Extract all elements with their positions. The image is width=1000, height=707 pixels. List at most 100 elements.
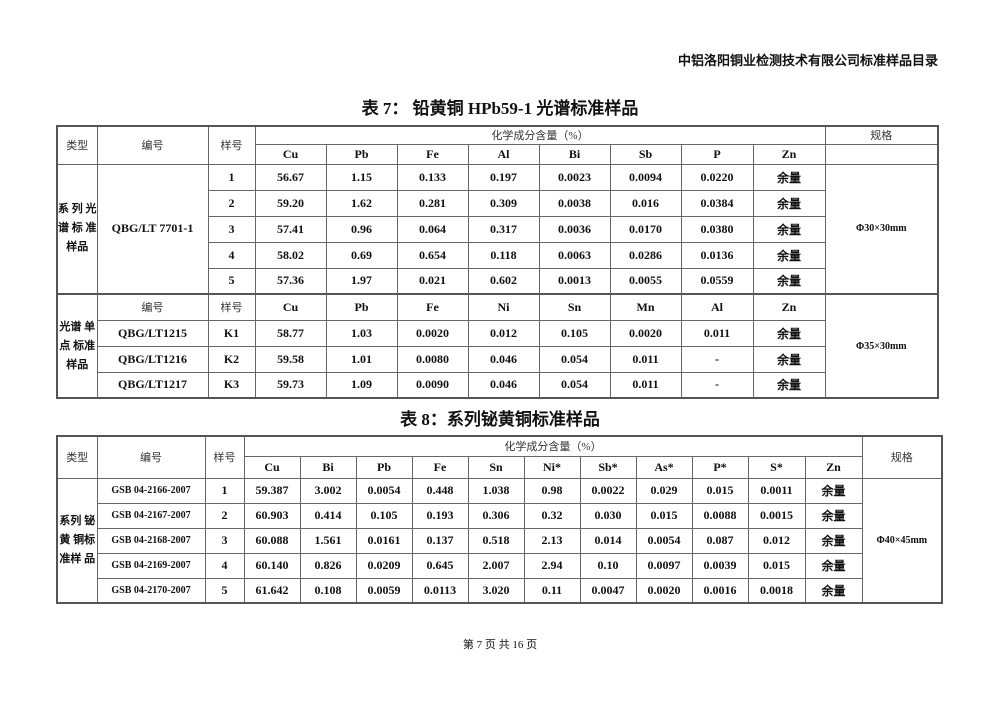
value-cell: 0.0020 [635,577,693,604]
value-cell: 余量 [804,577,863,604]
value-cell: 0.518 [467,527,525,554]
value-cell: 60.903 [243,502,301,529]
value-cell: 余量 [752,241,826,269]
element-header: As* [635,455,693,479]
value-cell: 56.67 [254,163,327,191]
value-cell: 余量 [752,345,826,373]
value-cell: 60.140 [243,552,301,579]
value-cell: 0.021 [396,267,469,295]
table8-title: 表 8：系列铋黄铜标准样品 [400,410,600,429]
value-cell: 0.0063 [538,241,611,269]
table-row: QBG/LT1217 K3 59.73 1.09 0.0090 0.046 0.054 0.0… [57,371,938,399]
value-cell: 0.0113 [411,577,469,604]
table-row: GSB 04-2168-2007 3 60.088 1.561 0.0161 0.137 0… [57,527,942,554]
value-cell: 3.002 [299,477,357,504]
sample-cell: 2 [204,502,245,529]
table-row: QBG/LT1215 K1 58.77 1.03 0.0020 0.012 0.105 0.0… [57,319,938,347]
sample-cell: 4 [204,552,245,579]
value-cell: 0.96 [325,215,398,243]
value-cell: 余量 [804,502,863,529]
value-cell: 0.054 [538,345,611,373]
value-cell: 0.197 [467,163,540,191]
value-cell: 0.602 [467,267,540,295]
value-cell: 0.645 [411,552,469,579]
value-cell: 0.281 [396,189,469,217]
value-cell: 0.015 [747,552,806,579]
sample-cell: K1 [207,319,256,347]
type-cell: 系列 铋黄 铜标 准样 品 [56,477,98,604]
value-cell: 0.0380 [680,215,754,243]
value-cell: 0.0054 [635,527,693,554]
code-cell: QBG/LT 7701-1 [96,163,209,295]
value-cell: 0.826 [299,552,357,579]
value-cell: 0.0286 [609,241,682,269]
col-header-code: 编号 [96,435,206,479]
col-header-sample: 样号 [207,125,256,165]
element-header: Cu [254,293,327,321]
value-cell: 0.0013 [538,267,611,295]
value-cell: 57.41 [254,215,327,243]
element-header: Sb [609,143,682,165]
element-header: Al [467,143,540,165]
value-cell: 60.088 [243,527,301,554]
value-cell: 0.0023 [538,163,611,191]
value-cell: 0.0016 [691,577,749,604]
code-cell: GSB 04-2170-2007 [96,577,206,604]
table7-title: 表 7： 铅黄铜 HPb59-1 光谱标准样品 [361,99,639,118]
table-row: GSB 04-2170-2007 5 61.642 0.108 0.0059 0.0113… [57,577,942,604]
value-cell: 0.054 [538,371,611,399]
col-header-spec: 规格 [824,125,939,145]
col-header-chem: 化学成分含量（%） [254,125,826,145]
value-cell: 1.038 [467,477,525,504]
value-cell: 0.0018 [747,577,806,604]
value-cell: 0.015 [691,477,749,504]
value-cell: 0.0011 [747,477,806,504]
value-cell: 0.0559 [680,267,754,295]
value-cell: 0.0136 [680,241,754,269]
value-cell: 61.642 [243,577,301,604]
sample-cell: 1 [204,477,245,504]
element-header: Sn [538,293,611,321]
value-cell: 0.309 [467,189,540,217]
sample-cell: K2 [207,345,256,373]
value-cell: 0.0080 [396,345,469,373]
value-cell: 1.09 [325,371,398,399]
value-cell: 0.32 [523,502,581,529]
element-header: Sb* [579,455,637,479]
element-header: Zn [752,143,826,165]
value-cell: 0.193 [411,502,469,529]
value-cell: 余量 [752,319,826,347]
value-cell: 0.012 [467,319,540,347]
header-row: 光谱 单点 标准 样品 编号 样号 Cu Pb Fe Ni Sn Mn Al Zn Φ35×30mm [56,293,939,399]
col-header-type: 类型 [56,435,98,479]
value-cell: 0.046 [467,345,540,373]
value-cell: 余量 [752,215,826,243]
value-cell: 0.105 [355,502,413,529]
element-header: Pb [355,455,413,479]
col-header-chem: 化学成分含量（%） [243,435,863,457]
value-cell: 0.11 [523,577,581,604]
element-header: S* [747,455,806,479]
header-row: Cu Bi Pb Fe Sn Ni* Sb* As* P* S* Zn [57,455,942,479]
sample-cell: 2 [207,189,256,217]
value-cell: 余量 [804,527,863,554]
value-cell: 0.014 [579,527,637,554]
value-cell: 1.97 [325,267,398,295]
value-cell: 0.0020 [396,319,469,347]
value-cell: 0.105 [538,319,611,347]
value-cell: 2.007 [467,552,525,579]
value-cell: 余量 [752,267,826,295]
table-row: QBG/LT1216 K2 59.58 1.01 0.0080 0.046 0.054 0.0… [57,345,938,373]
sample-cell: K3 [207,371,256,399]
type-cell: 系 列 光 谱 标 准 样品 [56,163,98,295]
value-cell: 0.118 [467,241,540,269]
value-cell: 0.0020 [609,319,682,347]
sample-cell: 3 [207,215,256,243]
value-cell: 0.0055 [609,267,682,295]
sample-cell: 1 [207,163,256,191]
value-cell: 0.0047 [579,577,637,604]
value-cell: 0.0097 [635,552,693,579]
value-cell: 58.77 [254,319,327,347]
code-cell: QBG/LT1216 [96,345,209,373]
col-header-spec: 规格 [861,435,943,479]
